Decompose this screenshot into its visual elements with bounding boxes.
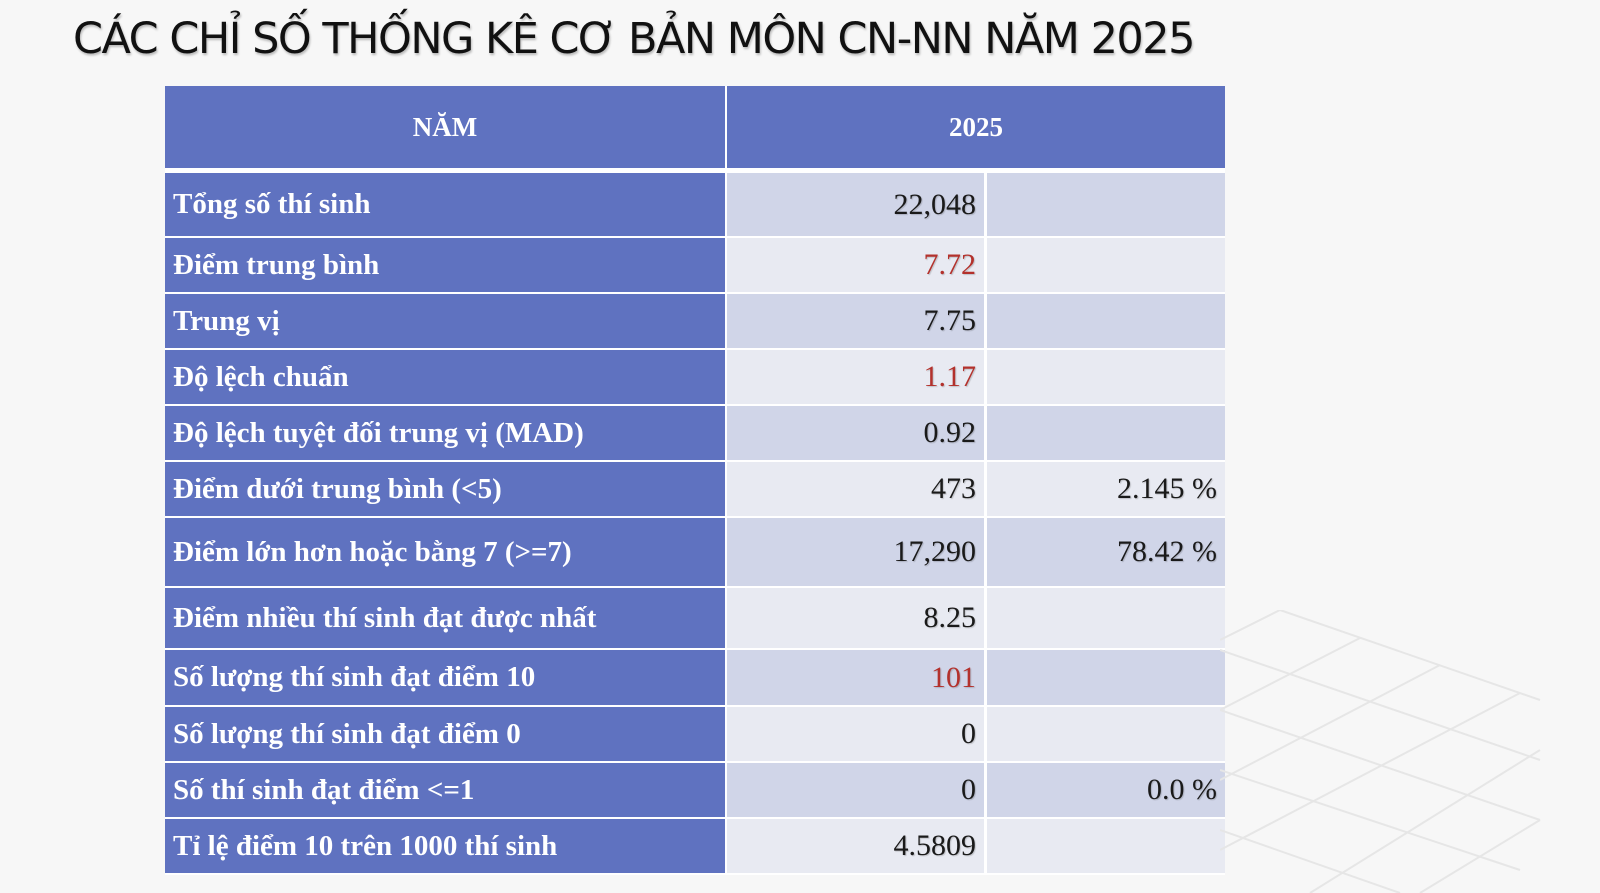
row-percent: 0.0 %	[987, 763, 1225, 819]
table-row: Độ lệch tuyệt đối trung vị (MAD) 0.92	[165, 406, 1225, 462]
row-label: Số lượng thí sinh đạt điểm 0	[165, 707, 727, 763]
row-value: 17,290	[727, 518, 987, 588]
row-value: 22,048	[727, 173, 987, 238]
row-value: 473	[727, 462, 987, 518]
row-percent	[987, 707, 1225, 763]
table-row: Trung vị 7.75	[165, 294, 1225, 350]
row-percent: 2.145 %	[987, 462, 1225, 518]
row-label: Điểm dưới trung bình (<5)	[165, 462, 727, 518]
row-percent	[987, 173, 1225, 238]
row-label: Số thí sinh đạt điểm <=1	[165, 763, 727, 819]
row-label: Điểm lớn hơn hoặc bằng 7 (>=7)	[165, 518, 727, 588]
table-row: Số lượng thí sinh đạt điểm 10 101	[165, 650, 1225, 707]
row-label: Độ lệch tuyệt đối trung vị (MAD)	[165, 406, 727, 462]
table-row: Điểm dưới trung bình (<5) 473 2.145 %	[165, 462, 1225, 518]
row-percent	[987, 350, 1225, 406]
table-row: Tỉ lệ điểm 10 trên 1000 thí sinh 4.5809	[165, 819, 1225, 875]
row-value: 7.75	[727, 294, 987, 350]
row-percent	[987, 588, 1225, 650]
row-percent	[987, 406, 1225, 462]
row-label: Tổng số thí sinh	[165, 173, 727, 238]
table-row: Tổng số thí sinh 22,048	[165, 173, 1225, 238]
header-year-value: 2025	[727, 86, 1225, 173]
row-value: 0	[727, 763, 987, 819]
row-value: 101	[727, 650, 987, 707]
statistics-table: NĂM 2025 Tổng số thí sinh 22,048 Điểm tr…	[165, 86, 1225, 875]
table-row: Số thí sinh đạt điểm <=1 0 0.0 %	[165, 763, 1225, 819]
row-value: 0	[727, 707, 987, 763]
table-row: Điểm trung bình 7.72	[165, 238, 1225, 294]
slide-title: CÁC CHỈ SỐ THỐNG KÊ CƠ BẢN MÔN CN-NN NĂM…	[73, 14, 1196, 64]
table-row: Điểm nhiều thí sinh đạt được nhất 8.25	[165, 588, 1225, 650]
row-value: 4.5809	[727, 819, 987, 875]
row-percent	[987, 238, 1225, 294]
background-grid-decoration	[1220, 610, 1541, 893]
row-percent	[987, 819, 1225, 875]
header-year-label: NĂM	[165, 86, 727, 173]
row-percent: 78.42 %	[987, 518, 1225, 588]
row-label: Điểm nhiều thí sinh đạt được nhất	[165, 588, 727, 650]
table-header-row: NĂM 2025	[165, 86, 1225, 173]
row-value: 7.72	[727, 238, 987, 294]
row-label: Độ lệch chuẩn	[165, 350, 727, 406]
row-label: Tỉ lệ điểm 10 trên 1000 thí sinh	[165, 819, 727, 875]
row-value: 0.92	[727, 406, 987, 462]
table-row: Số lượng thí sinh đạt điểm 0 0	[165, 707, 1225, 763]
table-row: Độ lệch chuẩn 1.17	[165, 350, 1225, 406]
row-value: 8.25	[727, 588, 987, 650]
row-percent	[987, 294, 1225, 350]
row-label: Điểm trung bình	[165, 238, 727, 294]
row-percent	[987, 650, 1225, 707]
row-label: Trung vị	[165, 294, 727, 350]
row-label: Số lượng thí sinh đạt điểm 10	[165, 650, 727, 707]
table-row: Điểm lớn hơn hoặc bằng 7 (>=7) 17,290 78…	[165, 518, 1225, 588]
row-value: 1.17	[727, 350, 987, 406]
